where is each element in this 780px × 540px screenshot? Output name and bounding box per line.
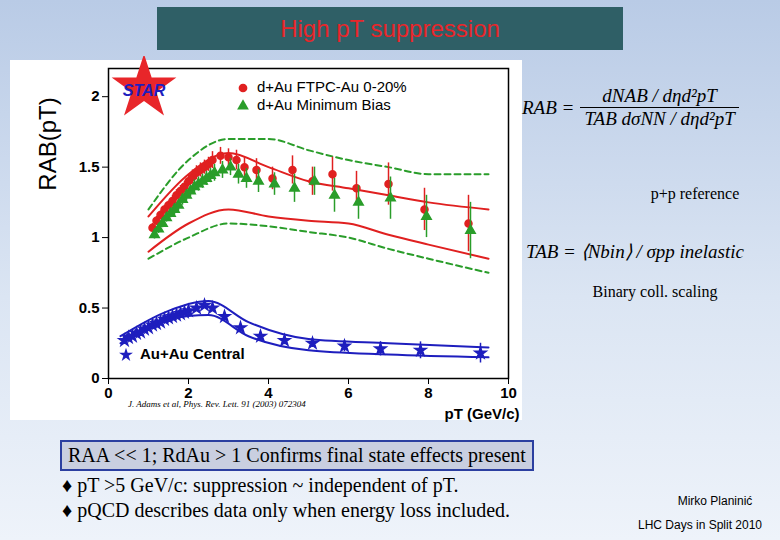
svg-text:0.5: 0.5 (79, 299, 100, 316)
svg-text:0: 0 (91, 369, 99, 386)
svg-text:2: 2 (91, 87, 99, 104)
html-text:p+p reference: p+p reference (650, 185, 740, 202)
svg-text:pT (GeV/c): pT (GeV/c) (444, 405, 519, 422)
html-text:Au+Au Central: Au+Au Central (140, 345, 245, 362)
html-text:J. Adams et al, Phys. Rev. Let: J. Adams et al, Phys. Rev. Lett. 91 (200… (128, 399, 306, 409)
html-text:RAB(pT): RAB(pT) (34, 97, 61, 191)
html-text:d+Au FTPC-Au 0-20%: d+Au FTPC-Au 0-20% (257, 78, 407, 95)
svg-text:1: 1 (91, 228, 99, 245)
html-text:♦ pQCD describes data only whe: ♦ pQCD describes data only when energy l… (62, 499, 511, 521)
html-text:d+Au Minimum Bias: d+Au Minimum Bias (257, 96, 391, 113)
svg-text:STAR: STAR (123, 82, 166, 99)
html-text:TAB = ⟨Nbin⟩ / σpp inelastic: TAB = ⟨Nbin⟩ / σpp inelastic (526, 241, 744, 262)
html-text:RAA << 1; RdAu > 1 Confirms fi: RAA << 1; RdAu > 1 Confirms final state … (68, 444, 526, 466)
html-text:LHC Days in Split 2010: LHC Days in Split 2010 (638, 518, 762, 532)
html-text:♦ pT >5 GeV/c: suppression ~ i: ♦ pT >5 GeV/c: suppression ~ independent… (62, 474, 459, 496)
svg-text:1.5: 1.5 (79, 158, 100, 175)
svg-text:10: 10 (500, 384, 517, 401)
html-text:dNAB / dηd²pT: dNAB / dηd²pT (602, 85, 717, 106)
svg-text:6: 6 (344, 384, 352, 401)
svg-text:0: 0 (104, 384, 112, 401)
svg-text:8: 8 (424, 384, 432, 401)
html-text:RAB =: RAB = (522, 96, 575, 118)
svg-text:2: 2 (184, 384, 192, 401)
html-text:TAB dσNN / dηd²pT: TAB dσNN / dηd²pT (584, 108, 735, 129)
html-text:Mirko Planinić: Mirko Planinić (677, 494, 753, 508)
html-text:High pT suppression: High pT suppression (280, 15, 500, 42)
html-text:Binary coll. scaling: Binary coll. scaling (592, 283, 718, 300)
svg-text:4: 4 (264, 384, 273, 401)
